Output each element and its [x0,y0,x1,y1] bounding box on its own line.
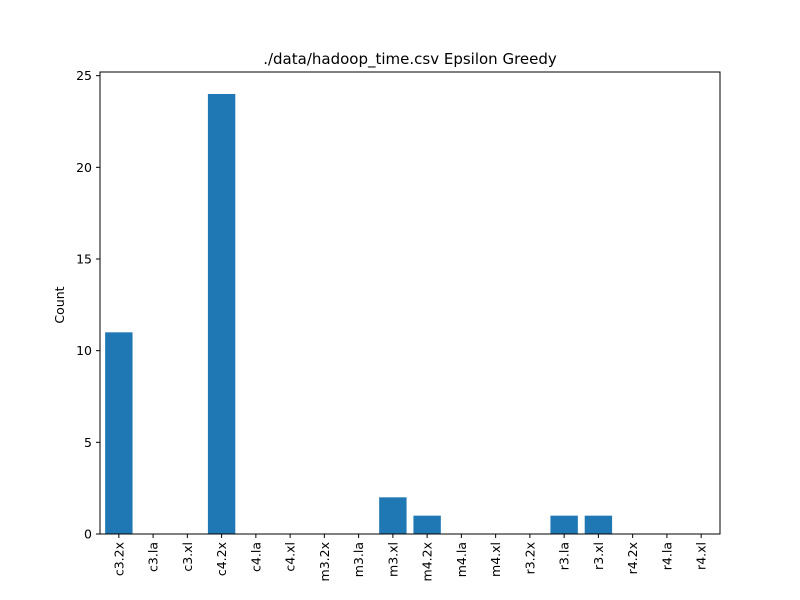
x-tick-label: c4.2x [214,542,229,576]
y-tick-label: 5 [84,435,92,450]
bars-layer [105,94,613,534]
plot-frame [99,71,721,535]
x-tick-label: c3.xl [180,542,195,572]
x-tick-label: m3.xl [385,542,400,577]
x-tick-label: r4.2x [625,542,640,574]
y-tick-label: 15 [76,252,92,267]
x-tick-label: r3.xl [591,542,606,570]
bar-m3.xl [379,497,407,534]
x-tick-label: r3.2x [522,542,537,574]
x-tick-label: c4.la [248,542,263,572]
ticks-layer: 0 5 10 15 20 25 c3.2x c3.la c3.xl c4.2x c4.la c4.xl… [76,68,709,581]
bar-m4.2x [413,515,441,534]
x-tick-label: m4.la [454,542,469,577]
x-tick-label: c4.xl [283,542,298,572]
y-tick-label: 20 [76,160,92,175]
x-tick-label: m3.2x [317,542,332,581]
x-tick-label: m4.xl [488,542,503,577]
x-tick-label: r3.la [557,542,572,570]
x-tick-label: m4.2x [420,542,435,581]
x-tick-label: r4.la [659,542,674,570]
x-tick-label: r4.xl [694,542,709,570]
y-tick-label: 25 [76,68,92,83]
y-tick-label: 0 [84,527,92,542]
bar-c3.2x [105,332,133,534]
y-axis-label: Count [52,286,67,323]
bar-r3.xl [584,515,613,534]
y-tick-label: 10 [76,343,92,358]
bar-c4.2x [207,94,236,534]
chart-title: ./data/hadoop_time.csv Epsilon Greedy [263,50,557,69]
x-tick-label: c3.2x [111,542,126,576]
x-tick-label: m3.la [351,542,366,577]
axes-layer [99,71,721,535]
bar-r3.la [550,515,578,534]
x-tick-label: c3.la [146,542,161,572]
